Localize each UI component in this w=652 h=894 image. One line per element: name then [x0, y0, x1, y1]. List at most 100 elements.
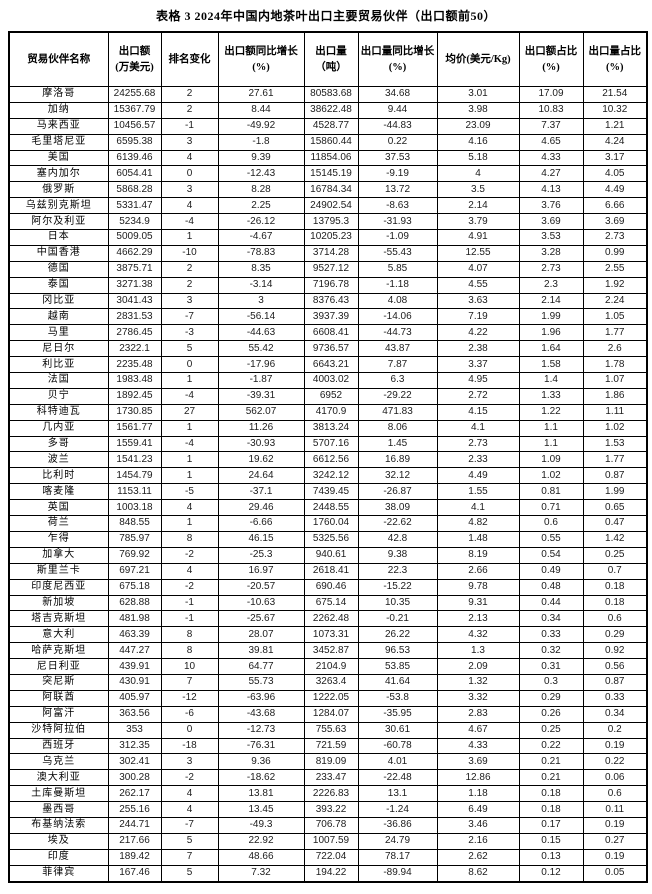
value-cell: 6.66: [582, 197, 648, 215]
partner-name-cell: 埃及: [8, 832, 109, 850]
value-cell: 4.1: [436, 499, 520, 517]
value-cell: 8: [160, 642, 219, 660]
value-cell: -18: [160, 737, 219, 755]
value-cell: 22.92: [217, 832, 305, 850]
value-cell: 10205.23: [303, 229, 359, 246]
value-cell: 2262.48: [303, 610, 359, 628]
value-cell: 1: [160, 451, 219, 469]
value-cell: 2: [160, 86, 219, 103]
value-cell: 1.21: [582, 117, 648, 135]
value-cell: 1.05: [582, 308, 648, 326]
value-cell: 16.97: [217, 562, 305, 580]
value-cell: 3.79: [436, 213, 520, 231]
value-cell: 0.49: [518, 562, 584, 580]
value-cell: 10.35: [357, 594, 438, 612]
table-row: 尼日尔 2322.1 5 55.42 9736.57 43.87 2.38 1.64 2.6: [8, 340, 648, 358]
value-cell: 690.46: [303, 578, 359, 596]
value-cell: 9527.12: [303, 260, 359, 278]
table-row: 乌克兰 302.41 3 9.36 819.09 4.01 3.69 0.21 0.22: [8, 753, 648, 771]
value-cell: 1559.41: [107, 435, 162, 453]
value-cell: 1: [160, 515, 219, 532]
value-cell: 0.18: [582, 578, 648, 596]
column-header-9: 出口量占比 (%): [582, 31, 648, 87]
table-row: 沙特阿拉伯 353 0 -12.73 755.63 30.61 4.67 0.25 0.2: [8, 721, 648, 739]
value-cell: 3.98: [436, 101, 520, 119]
value-cell: -35.95: [357, 705, 438, 723]
value-cell: 4.1: [436, 419, 520, 437]
value-cell: 3271.38: [107, 276, 162, 294]
value-cell: 53.85: [357, 658, 438, 675]
value-cell: 1.33: [518, 387, 584, 405]
partner-name-cell: 法国: [8, 372, 109, 389]
value-cell: 4.65: [518, 133, 584, 151]
value-cell: 10: [160, 658, 219, 675]
value-cell: 1.53: [582, 435, 648, 453]
table-row: 哈萨克斯坦 447.27 8 39.81 3452.87 96.53 1.3 0.32 0.92: [8, 642, 648, 660]
value-cell: -5: [160, 483, 219, 501]
table-row: 塞内加尔 6054.41 0 -12.43 15145.19 -9.19 4 4.27 4.05: [8, 165, 648, 183]
value-cell: 4.55: [436, 276, 520, 294]
table-row: 西班牙 312.35 -18 -76.31 721.59 -60.78 4.33 0.22 0.…: [8, 737, 648, 755]
table-title: 表格 3 2024年中国内地茶叶出口主要贸易伙伴（出口额前50）: [155, 9, 496, 23]
value-cell: 2.73: [582, 229, 648, 246]
value-cell: 0.44: [518, 594, 584, 612]
value-cell: 0.22: [582, 753, 648, 771]
value-cell: -4: [160, 435, 219, 453]
table-row: 埃及 217.66 5 22.92 1007.59 24.79 2.16 0.15 0.27: [8, 832, 648, 850]
column-header-5: 出口量 （吨）: [303, 31, 359, 87]
table-header: 贸易伙伴名称 出口额 (万美元) 排名变化 出口额同比增长 (%) 出口量 （吨） 出口量…: [8, 31, 648, 87]
value-cell: 1.18: [436, 785, 520, 803]
value-cell: 8.28: [217, 181, 305, 199]
partner-name-cell: 泰国: [8, 276, 109, 294]
partner-name-cell: 乌克兰: [8, 753, 109, 771]
value-cell: 0.29: [518, 689, 584, 707]
value-cell: -25.3: [217, 546, 305, 564]
partner-name-cell: 斯里兰卡: [8, 562, 109, 580]
partner-name-cell: 土库曼斯坦: [8, 785, 109, 803]
value-cell: 4: [160, 801, 219, 818]
value-cell: 1.92: [582, 276, 648, 294]
value-cell: -3.14: [217, 276, 305, 294]
value-cell: 64.77: [217, 658, 305, 675]
value-cell: 4: [436, 165, 520, 183]
value-cell: -1.24: [357, 801, 438, 818]
value-cell: 2.13: [436, 610, 520, 628]
value-cell: 9736.57: [303, 340, 359, 358]
table-row: 印度尼西亚 675.18 -2 -20.57 690.46 -15.22 9.78 0.48 0…: [8, 578, 648, 596]
value-cell: 3714.28: [303, 244, 359, 262]
value-cell: 37.53: [357, 149, 438, 167]
table-row: 加拿大 769.92 -2 -25.3 940.61 9.38 8.19 0.54 0.25: [8, 546, 648, 564]
value-cell: 4.24: [582, 133, 648, 151]
value-cell: 4.95: [436, 372, 520, 389]
value-cell: 4.49: [436, 467, 520, 485]
value-cell: -2: [160, 578, 219, 596]
table-row: 斯里兰卡 697.21 4 16.97 2618.41 22.3 2.66 0.49 0.7: [8, 562, 648, 580]
table-row: 美国 6139.46 4 9.39 11854.06 37.53 5.18 4.33 3.17: [8, 149, 648, 167]
value-cell: 7.87: [357, 356, 438, 374]
value-cell: 0.18: [518, 801, 584, 818]
value-cell: -12: [160, 689, 219, 707]
value-cell: 4: [160, 562, 219, 580]
value-cell: 0.11: [582, 801, 648, 818]
value-cell: 0.3: [518, 673, 584, 691]
value-cell: 1.02: [518, 467, 584, 485]
value-cell: -9.19: [357, 165, 438, 183]
value-cell: -49.92: [217, 117, 305, 135]
value-cell: -0.21: [357, 610, 438, 628]
value-cell: 1.1: [518, 419, 584, 437]
value-cell: 96.53: [357, 642, 438, 660]
partner-name-cell: 印度: [8, 848, 109, 866]
value-cell: 1892.45: [107, 387, 162, 405]
table-row: 日本 5009.05 1 -4.67 10205.23 -1.09 4.91 3.53 2.73: [8, 229, 648, 246]
value-cell: 2226.83: [303, 785, 359, 803]
value-cell: -37.1: [217, 483, 305, 501]
partner-name-cell: 冈比亚: [8, 292, 109, 310]
value-cell: 628.88: [107, 594, 162, 612]
value-cell: 1.32: [436, 673, 520, 691]
value-cell: 697.21: [107, 562, 162, 580]
value-cell: 8: [160, 626, 219, 644]
value-cell: 0.81: [518, 483, 584, 501]
value-cell: 9.38: [357, 546, 438, 564]
partner-name-cell: 毛里塔尼亚: [8, 133, 109, 151]
value-cell: 706.78: [303, 816, 359, 834]
